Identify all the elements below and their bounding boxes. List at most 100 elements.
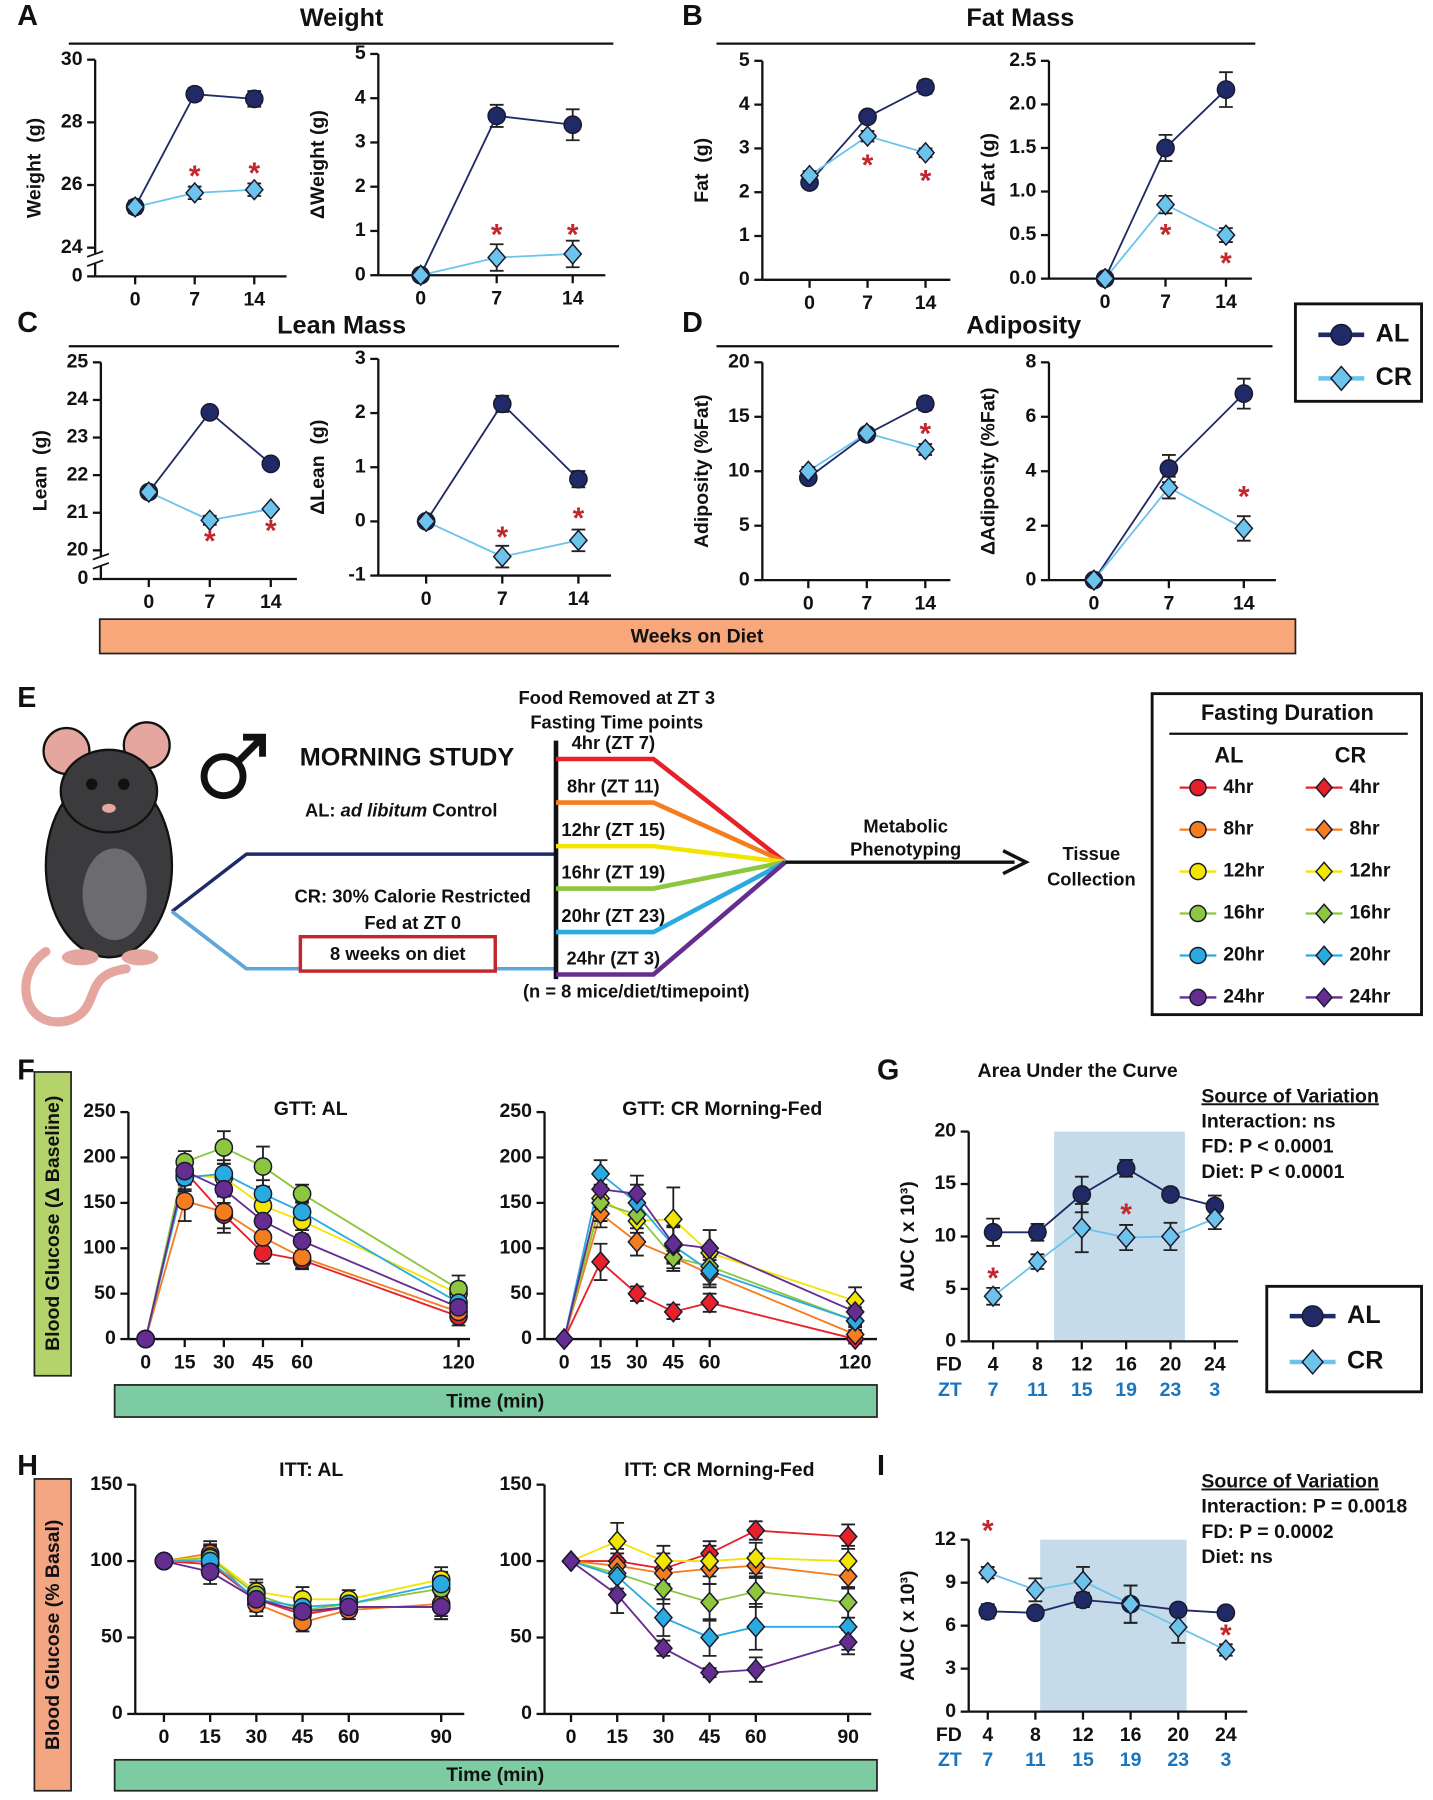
timepoint-lines xyxy=(556,756,787,977)
marker xyxy=(983,1285,1003,1308)
marker xyxy=(247,1589,266,1609)
marker xyxy=(125,195,145,218)
legend-label: CR xyxy=(1376,363,1412,391)
x2-tick-label: 19 xyxy=(1120,1749,1142,1771)
y-tick-label: 3 xyxy=(355,347,366,369)
marker xyxy=(214,1202,234,1222)
x2-axis-label: ZT xyxy=(938,1749,962,1771)
significance-mark: * xyxy=(1160,218,1172,251)
x2-tick-label: 11 xyxy=(1027,1379,1048,1401)
y-tick-label: 21 xyxy=(67,501,89,523)
marker xyxy=(746,1580,766,1603)
y-tick-label: 0 xyxy=(355,263,366,285)
y-tick-label: 6 xyxy=(1026,405,1037,427)
y-tick-label: 50 xyxy=(101,1626,123,1648)
y-tick-label: 15 xyxy=(934,1172,956,1194)
x2-tick-label: 15 xyxy=(1072,1749,1094,1771)
marker xyxy=(492,394,512,414)
y-tick-label: 0 xyxy=(77,567,88,589)
marker xyxy=(1315,987,1334,1008)
x-tick-label: 4 xyxy=(982,1724,993,1746)
chart-title: Area Under the Curve xyxy=(978,1060,1178,1082)
marker xyxy=(1330,323,1353,346)
marker xyxy=(1216,224,1236,247)
y-tick-label: 12 xyxy=(934,1528,956,1550)
y-tick-label: 5 xyxy=(739,514,750,536)
marker xyxy=(983,1222,1003,1242)
y-tick-label: 0 xyxy=(112,1702,123,1724)
marker xyxy=(214,1179,234,1199)
y-tick-label: 250 xyxy=(83,1100,116,1122)
y-tick-label: 0 xyxy=(945,1330,956,1352)
marker xyxy=(858,107,877,127)
panel-letter: C xyxy=(17,307,38,339)
chart-title: GTT: CR Morning-Fed xyxy=(622,1098,822,1120)
x-tick-label: 0 xyxy=(559,1351,570,1373)
y-tick-label: 9 xyxy=(945,1571,956,1593)
panel-letter: A xyxy=(17,0,38,32)
x-tick-label: 12 xyxy=(1072,1724,1094,1746)
y-tick-label: 250 xyxy=(499,1100,532,1122)
marker xyxy=(185,84,205,104)
marker xyxy=(1205,1207,1225,1230)
x-tick-label: 7 xyxy=(862,292,873,314)
legend-label: 4hr xyxy=(1349,776,1380,798)
marker xyxy=(746,1615,766,1638)
marker xyxy=(663,1300,683,1323)
x-tick-label: 0 xyxy=(1100,291,1111,313)
marker xyxy=(1168,1600,1188,1620)
timepoint-label: 4hr (ZT 7) xyxy=(572,732,656,753)
y-tick-label: 8 xyxy=(1026,350,1037,372)
series-line xyxy=(1093,486,1245,581)
marker xyxy=(590,1191,611,1214)
marker xyxy=(845,1323,865,1346)
marker xyxy=(1116,1226,1136,1249)
n-label: (n = 8 mice/diet/timepoint) xyxy=(523,981,750,1002)
marker xyxy=(1168,1616,1188,1639)
marker xyxy=(1155,193,1176,216)
x-tick-label: 0 xyxy=(143,591,154,613)
significance-mark: * xyxy=(265,515,277,548)
marker xyxy=(799,164,820,187)
marker xyxy=(431,1597,451,1617)
arrow-head xyxy=(1002,849,1030,876)
y-tick-label: 1 xyxy=(739,224,750,246)
x-tick-label: 14 xyxy=(243,289,265,311)
y-tick-label: 15 xyxy=(728,405,750,427)
y-tick-label: 2 xyxy=(1026,514,1037,536)
y-tick-label: 0 xyxy=(739,568,750,590)
x-tick-label: 24 xyxy=(1215,1724,1237,1746)
marker xyxy=(1315,861,1334,882)
marker xyxy=(175,1161,195,1181)
x-tick-label: 7 xyxy=(1163,592,1174,614)
x-tick-label: 14 xyxy=(1215,291,1237,313)
notes-title: Source of Variation xyxy=(1201,1471,1378,1493)
marker xyxy=(700,1661,720,1684)
marker xyxy=(554,1328,574,1351)
x-tick-label: 7 xyxy=(861,592,872,614)
marker xyxy=(431,1574,451,1594)
marker xyxy=(916,77,935,97)
notes-title: Source of Variation xyxy=(1201,1085,1378,1107)
x-tick-label: 16 xyxy=(1120,1724,1142,1746)
duration-label: 8 weeks on diet xyxy=(330,943,465,964)
notes-line: FD: P < 0.0001 xyxy=(1201,1136,1333,1158)
y-tick-label: 200 xyxy=(83,1146,116,1168)
marker xyxy=(978,1561,998,1584)
y-tick-label: 3 xyxy=(945,1657,956,1679)
y-tick-label: 0.0 xyxy=(1009,267,1036,289)
significance-mark: * xyxy=(496,521,508,554)
marker xyxy=(1073,1590,1093,1610)
marker xyxy=(244,178,264,201)
marker xyxy=(1301,1348,1324,1376)
marker xyxy=(261,454,281,474)
marker xyxy=(292,1248,312,1267)
fasting-legend-box xyxy=(1150,692,1423,1017)
y-tick-label: 24 xyxy=(61,236,83,258)
x-tick-label: 0 xyxy=(566,1726,577,1748)
x-tick-label: 30 xyxy=(213,1351,235,1373)
legend-label: 12hr xyxy=(1223,860,1265,882)
x-tick-label: 7 xyxy=(204,591,215,613)
y-tick-label: 23 xyxy=(67,426,89,448)
x-tick-label: 45 xyxy=(699,1726,721,1748)
